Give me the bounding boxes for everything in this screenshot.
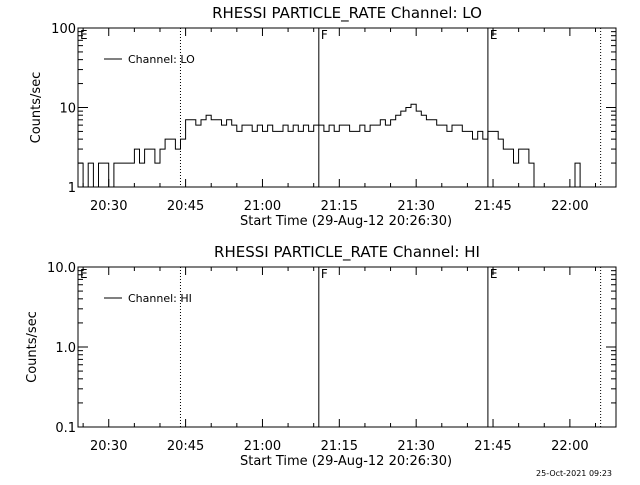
x-tick-label: 20:30 <box>90 439 127 454</box>
marker-label: E <box>490 267 498 281</box>
y-axis-label: Counts/sec <box>29 72 44 144</box>
x-tick-label: 21:15 <box>321 439 358 454</box>
series-line <box>78 103 586 188</box>
x-tick-label: 22:00 <box>551 439 588 454</box>
y-tick-label: 1.0 <box>55 341 76 356</box>
y-tick-label: 100 <box>51 22 76 37</box>
y-tick-label: 10.0 <box>47 261 76 276</box>
chart-lo-panel: RHESSI PARTICLE_RATE Channel: LO 20:30 20:… <box>29 4 617 229</box>
x-axis-label: Start Time (29-Aug-12 20:26:30) <box>240 214 452 229</box>
plot-frame <box>77 266 617 428</box>
x-tick-label: 21:15 <box>321 199 358 214</box>
x-tick-label: 21:30 <box>397 199 434 214</box>
y-tick-label: 10 <box>59 102 76 117</box>
x-tick-label: 20:45 <box>167 199 204 214</box>
footer-timestamp: 25-Oct-2021 09:23 <box>536 469 612 478</box>
chart-title: RHESSI PARTICLE_RATE Channel: LO <box>212 4 482 23</box>
legend-label: Channel: HI <box>128 292 192 305</box>
marker-label: F <box>321 28 328 42</box>
x-tick-label: 21:45 <box>474 439 511 454</box>
x-axis-label: Start Time (29-Aug-12 20:26:30) <box>240 454 452 469</box>
x-tick-label: 21:00 <box>244 199 281 214</box>
chart-title: RHESSI PARTICLE_RATE Channel: HI <box>214 243 480 262</box>
marker-label: F <box>321 267 328 281</box>
x-tick-label: 21:45 <box>474 199 511 214</box>
marker-label: E <box>80 28 88 42</box>
y-tick-label: 0.1 <box>55 421 76 436</box>
x-tick-label: 20:45 <box>167 439 204 454</box>
y-tick-label: 1 <box>68 181 76 196</box>
marker-label: E <box>490 28 498 42</box>
marker-label: E <box>80 267 88 281</box>
x-tick-label: 21:00 <box>244 439 281 454</box>
x-tick-label: 22:00 <box>551 199 588 214</box>
legend-label: Channel: LO <box>128 53 195 66</box>
y-axis-label: Counts/sec <box>25 311 40 383</box>
x-tick-label: 21:30 <box>397 439 434 454</box>
x-tick-label: 20:30 <box>90 199 127 214</box>
chart-hi-panel: RHESSI PARTICLE_RATE Channel: HI 20:30 20:… <box>25 243 617 469</box>
